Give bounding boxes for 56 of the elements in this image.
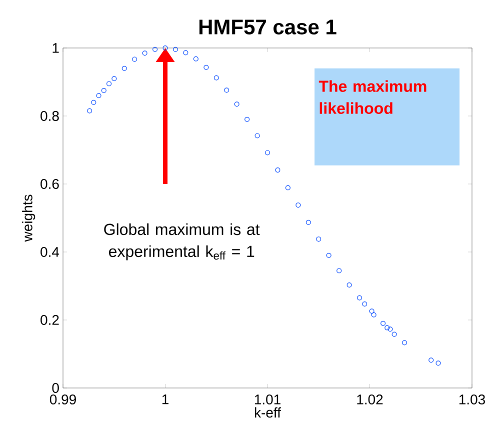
point <box>369 308 374 314</box>
point <box>244 116 250 122</box>
point <box>275 168 280 173</box>
point <box>96 93 102 98</box>
x-tick-label: 1.01 <box>254 394 280 404</box>
point <box>436 360 441 366</box>
point <box>183 50 188 56</box>
point <box>254 133 260 138</box>
x-tick-label: 1.03 <box>459 394 485 404</box>
point <box>132 56 138 62</box>
point <box>264 150 270 156</box>
point <box>285 185 290 190</box>
point <box>172 46 178 52</box>
point <box>142 50 148 56</box>
point <box>152 46 158 52</box>
y-tick-label: 1 <box>52 43 59 53</box>
chart-title: HMF57 case 1 <box>199 20 336 34</box>
point <box>357 295 362 300</box>
point <box>234 102 240 107</box>
y-axis-title: weights <box>22 194 36 242</box>
x-tick-label: 1 <box>162 394 168 404</box>
point <box>224 88 230 93</box>
point <box>193 56 198 62</box>
point <box>384 325 390 330</box>
annotation: The maximum likelihood <box>318 80 426 114</box>
point <box>392 332 397 337</box>
y-tick-label: 0.4 <box>40 247 60 257</box>
x-tick-label: 1.02 <box>357 394 383 404</box>
point <box>106 81 112 86</box>
point <box>336 268 342 274</box>
point <box>204 64 209 70</box>
point <box>122 66 127 71</box>
point <box>371 312 376 318</box>
point <box>346 282 352 288</box>
x-axis-title: k-eff <box>254 407 281 418</box>
point <box>101 88 106 93</box>
point <box>362 302 368 307</box>
point <box>316 236 322 242</box>
point <box>326 252 332 258</box>
point <box>296 202 301 208</box>
annotation: Global maximum is at experimental k$_{eff}$ = 1 <box>104 223 260 260</box>
point <box>388 326 393 332</box>
point <box>162 45 168 50</box>
point <box>112 76 117 82</box>
point <box>87 108 92 114</box>
point <box>91 100 96 105</box>
point <box>380 320 386 326</box>
x-tick-label: 0.99 <box>50 394 76 404</box>
point <box>306 220 311 225</box>
point <box>428 358 434 363</box>
y-tick-label: 0.8 <box>40 111 59 121</box>
y-tick-label: 0.2 <box>40 315 59 325</box>
y-tick-label: 0 <box>52 383 59 393</box>
point <box>214 75 219 80</box>
y-tick-label: 0.6 <box>40 179 59 189</box>
point <box>402 340 408 346</box>
